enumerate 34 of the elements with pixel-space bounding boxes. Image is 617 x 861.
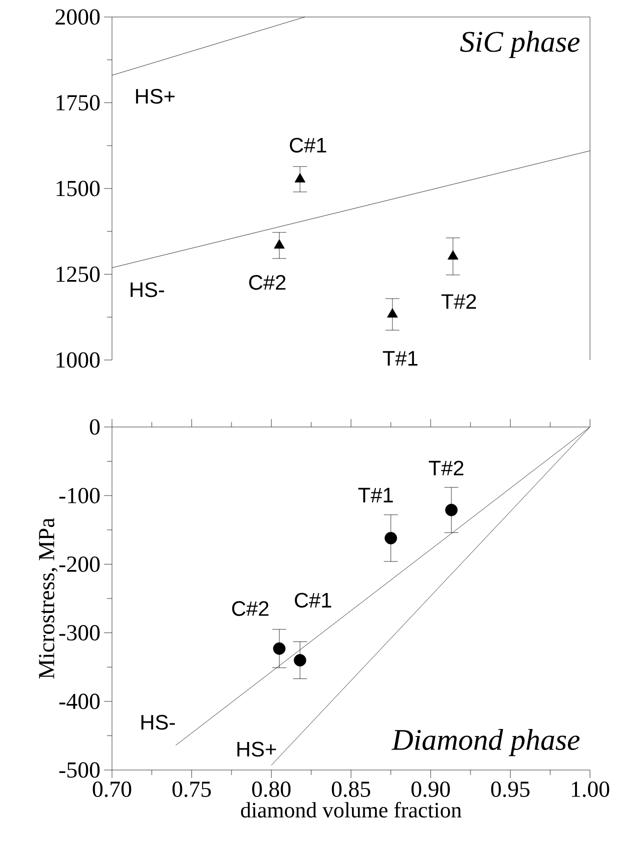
annotation: T#2: [428, 460, 464, 476]
y-tick-label: -200: [59, 556, 100, 572]
y-tick-label: -100: [59, 488, 100, 504]
annotation: T#1: [358, 488, 393, 502]
y-tick-label: -300: [59, 625, 100, 641]
annotation: T#2: [441, 294, 476, 309]
x-tick-label: 0.95: [491, 782, 530, 798]
y-axis-title: Microstress, MPa: [38, 518, 58, 679]
annotation: HS-: [141, 714, 175, 730]
x-tick-label: 1.00: [572, 782, 610, 798]
y-tick-label: -400: [59, 694, 100, 710]
x-tick-label: 0.90: [411, 782, 450, 798]
chart-title: SiC phase: [460, 30, 580, 58]
annotation: C#2: [249, 275, 286, 290]
y-tick-label: -500: [59, 762, 100, 778]
y-tick-label: 1000: [56, 352, 100, 368]
y-tick-label: 2000: [56, 9, 100, 25]
y-tick-label: 1750: [56, 95, 100, 110]
x-axis-title: diamond volume fraction: [241, 802, 462, 818]
x-tick-label: 0.80: [252, 782, 291, 798]
annotation: HS-: [130, 282, 164, 298]
y-tick-label: 0: [90, 419, 100, 435]
text: Diamond phase: [391, 728, 580, 756]
x-tick-label: 0.85: [332, 782, 370, 798]
annotation: HS+: [237, 742, 276, 757]
annotation: C#2: [232, 601, 268, 616]
annotation: C#1: [290, 138, 326, 153]
annotation: C#1: [294, 592, 332, 608]
annotation: T#1: [382, 351, 418, 366]
x-tick-label: 0.70: [92, 782, 132, 798]
y-tick-label: 1500: [56, 180, 100, 196]
x-tick-label: 0.75: [172, 782, 211, 798]
y-tick-label: 1250: [56, 266, 100, 282]
annotation: HS+: [136, 88, 175, 104]
